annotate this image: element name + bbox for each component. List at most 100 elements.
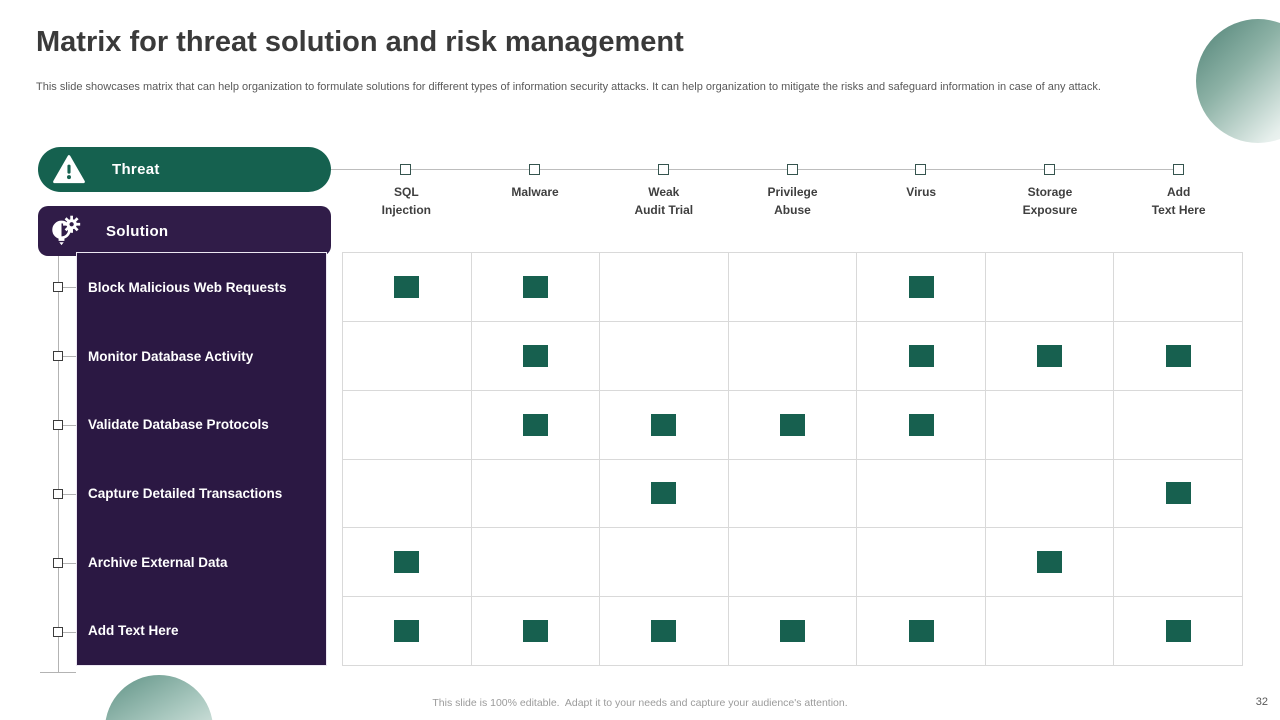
matrix-mark [522,344,548,367]
matrix-cell-r5-c6[interactable] [985,528,1115,598]
matrix-cell-r4-c6[interactable] [985,459,1115,529]
matrix-cell-r2-c6[interactable] [985,321,1115,391]
lightbulb-gear-icon [46,211,86,251]
column-marker-square [1173,164,1184,175]
matrix-cell-r3-c7[interactable] [1114,390,1243,460]
matrix-cell-r2-c4[interactable] [728,321,858,391]
page-number: 32 [1255,696,1268,708]
matrix-mark [908,413,934,436]
solution-legend-header[interactable]: Solution [38,206,331,256]
matrix-mark [522,275,548,298]
matrix-cell-r1-c5[interactable] [857,253,986,322]
matrix-mark [651,413,677,436]
matrix-mark [394,620,420,643]
footer-note: This slide is 100% editable. Adapt it to… [432,697,848,709]
matrix-mark [394,275,420,298]
row-connector [58,494,76,495]
matrix-cell-r1-c1[interactable] [343,253,472,322]
matrix-cell-r5-c5[interactable] [857,528,986,598]
row-connector [58,563,76,564]
solution-row-3: Validate Database Protocols [88,417,269,433]
matrix-cell-r6-c6[interactable] [985,597,1115,666]
matrix-cell-r3-c4[interactable] [728,390,858,460]
column-header-7[interactable]: Add Text Here [1151,185,1206,217]
row-marker-square [53,282,63,292]
matrix-cell-r1-c2[interactable] [471,253,601,322]
decorative-circle-top-right [1196,19,1280,143]
matrix-mark [1037,551,1063,574]
page-title: Matrix for threat solution and risk mana… [36,26,684,58]
matrix-cell-r5-c3[interactable] [600,528,729,598]
matrix-mark [908,344,934,367]
matrix-column-headers: SQL Injection Malware Weak Audit Trial Priv… [342,183,1243,239]
matrix-mark [1165,620,1191,643]
matrix-cell-r3-c1[interactable] [343,390,472,460]
solution-axis-end-tick [40,672,76,673]
solution-row-6[interactable]: Add Text Here [88,623,179,639]
matrix-cell-r6-c1[interactable] [343,597,472,666]
column-marker-square [787,164,798,175]
matrix-cell-r6-c4[interactable] [728,597,858,666]
matrix-cell-r3-c5[interactable] [857,390,986,460]
solution-list-panel: Block Malicious Web Requests Monitor Data… [76,252,327,666]
column-marker-square [529,164,540,175]
matrix-mark [1037,344,1063,367]
matrix-cell-r6-c2[interactable] [471,597,601,666]
solution-axis-line [58,256,59,672]
threat-legend-pill[interactable]: Threat [38,147,331,192]
matrix-cell-r1-c3[interactable] [600,253,729,322]
column-header-2: Malware [511,185,559,199]
matrix-cell-r4-c4[interactable] [728,459,858,529]
column-marker-square [915,164,926,175]
matrix-cell-r5-c4[interactable] [728,528,858,598]
matrix-cell-r4-c3[interactable] [600,459,729,529]
matrix-cell-r4-c2[interactable] [471,459,601,529]
column-marker-square [1044,164,1055,175]
matrix-cell-r2-c5[interactable] [857,321,986,391]
matrix-grid [342,252,1243,666]
matrix-cell-r3-c6[interactable] [985,390,1115,460]
slide-subtitle: This slide showcases matrix that can hel… [36,81,1101,93]
row-marker-square [53,627,63,637]
matrix-cell-r4-c5[interactable] [857,459,986,529]
matrix-cell-r5-c1[interactable] [343,528,472,598]
matrix-cell-r4-c1[interactable] [343,459,472,529]
column-marker-square [400,164,411,175]
matrix-mark [651,620,677,643]
matrix-mark [522,620,548,643]
warning-triangle-icon [50,151,88,189]
matrix-mark [908,620,934,643]
matrix-cell-r6-c5[interactable] [857,597,986,666]
matrix-cell-r5-c2[interactable] [471,528,601,598]
matrix-cell-r2-c3[interactable] [600,321,729,391]
row-marker-square [53,558,63,568]
matrix-cell-r3-c2[interactable] [471,390,601,460]
matrix-cell-r6-c7[interactable] [1114,597,1243,666]
threat-label: Threat [112,161,160,178]
column-header-3: Weak Audit Trial [634,185,694,217]
row-marker-square [53,420,63,430]
row-connector [58,425,76,426]
matrix-cell-r4-c7[interactable] [1114,459,1243,529]
matrix-cell-r2-c1[interactable] [343,321,472,391]
column-marker-square [658,164,669,175]
matrix-cell-r1-c6[interactable] [985,253,1115,322]
column-header-5: Virus [906,185,937,199]
matrix-cell-r1-c4[interactable] [728,253,858,322]
matrix-cell-r6-c3[interactable] [600,597,729,666]
column-header-4: Privilege Abuse [767,185,818,217]
solution-row-5: Archive External Data [88,554,228,570]
matrix-mark [651,482,677,505]
row-marker-square [53,351,63,361]
matrix-cell-r3-c3[interactable] [600,390,729,460]
matrix-cell-r2-c7[interactable] [1114,321,1243,391]
matrix-cell-r1-c7[interactable] [1114,253,1243,322]
matrix-mark [522,413,548,436]
threat-axis-line [331,169,1178,170]
matrix-cell-r5-c7[interactable] [1114,528,1243,598]
matrix-cell-r2-c2[interactable] [471,321,601,391]
row-marker-square [53,489,63,499]
solution-row-1: Block Malicious Web Requests [88,279,287,295]
matrix-mark [1165,344,1191,367]
